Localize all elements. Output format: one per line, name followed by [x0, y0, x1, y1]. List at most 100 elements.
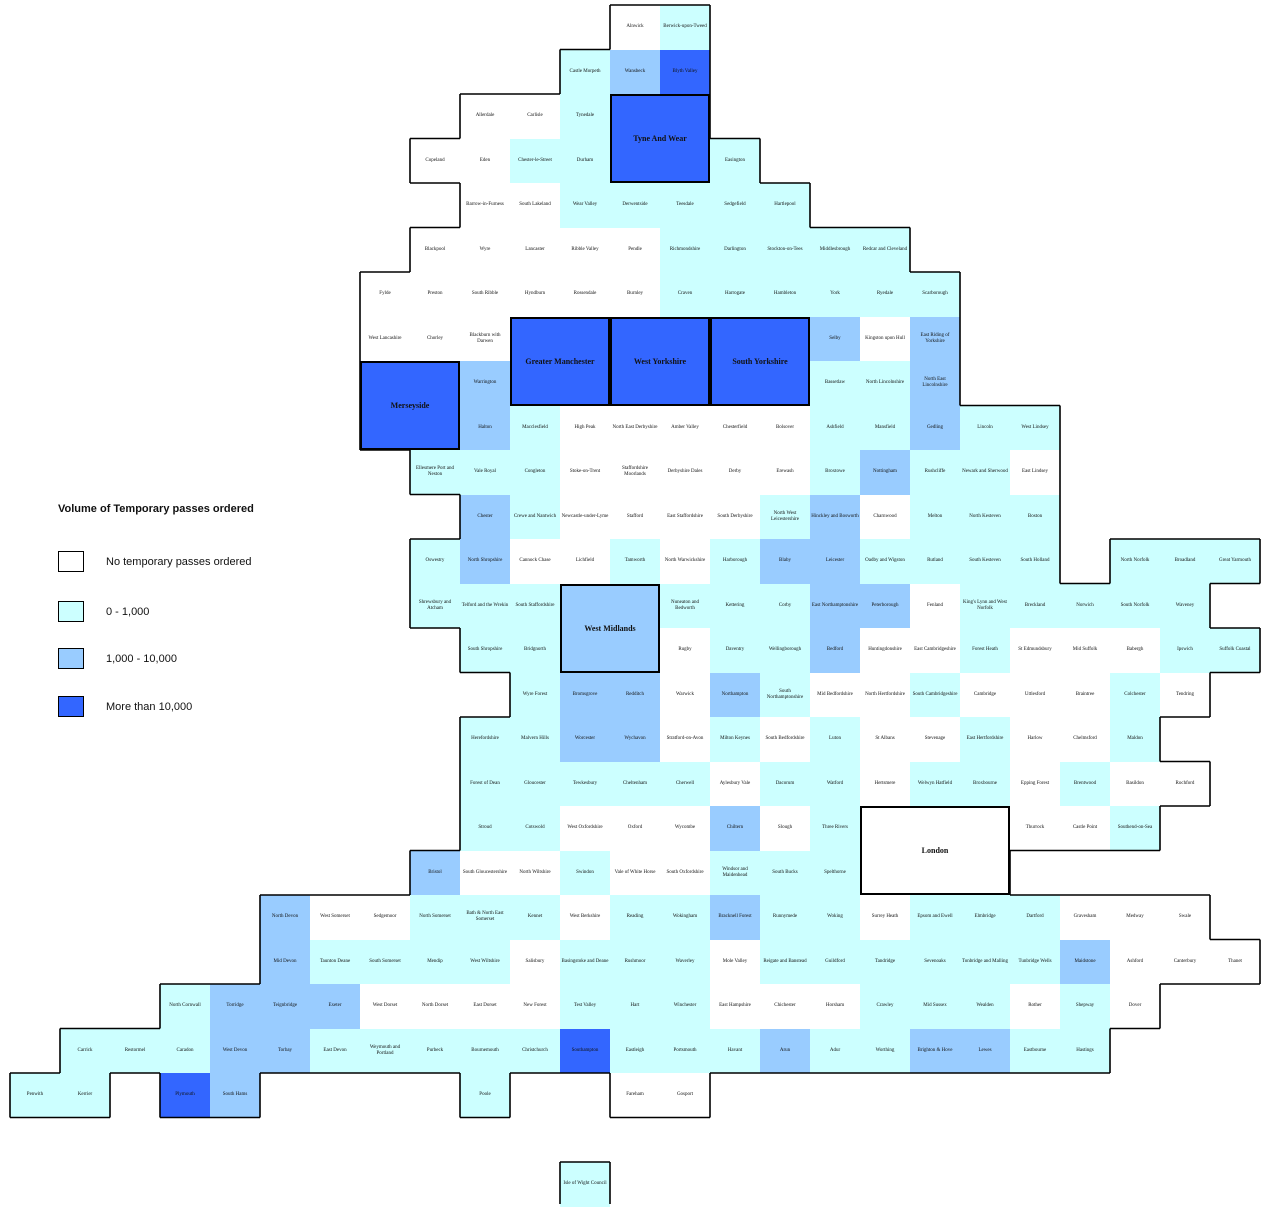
district-cell: Elmbridge	[960, 895, 1010, 940]
district-cell: East Northamptonshire	[810, 583, 860, 628]
district-cell: Brighton & Hove	[910, 1028, 960, 1073]
district-cell: East Cambridgeshire	[910, 628, 960, 673]
district-cell: Gedling	[910, 405, 960, 450]
district-cell: Horsham	[810, 984, 860, 1029]
district-cell: Salisbury	[510, 939, 560, 984]
district-cell: Bath & North East Somerset	[460, 895, 510, 940]
district-cell: Lancaster	[510, 227, 560, 272]
district-cell: Stevenage	[910, 717, 960, 762]
district-cell: South Lakeland	[510, 183, 560, 228]
district-cell: Berwick-upon-Tweed	[660, 5, 710, 50]
district-cell: Harlow	[1010, 717, 1060, 762]
district-cell: Waveney	[1160, 583, 1210, 628]
district-cell: Waverley	[660, 939, 710, 984]
district-cell: Blaby	[760, 539, 810, 584]
district-cell: Suffolk Coastal	[1210, 628, 1260, 673]
legend-item-high: More than 10,000	[58, 696, 192, 717]
district-cell: Lewes	[960, 1028, 1010, 1073]
district-cell: Burnley	[610, 272, 660, 317]
district-cell: Watford	[810, 761, 860, 806]
district-cell: East Lindsey	[1010, 450, 1060, 495]
district-cell: Tonbridge and Malling	[960, 939, 1010, 984]
district-cell: Medway	[1110, 895, 1160, 940]
district-cell: Plymouth	[160, 1073, 210, 1118]
region-south-yorkshire: South Yorkshire	[710, 316, 810, 406]
district-cell: Bridgnorth	[510, 628, 560, 673]
district-cell: West Wiltshire	[460, 939, 510, 984]
district-cell: South Bucks	[760, 850, 810, 895]
district-cell: South Ribble	[460, 272, 510, 317]
district-cell: North Norfolk	[1110, 539, 1160, 584]
district-cell: Spelthorne	[810, 850, 860, 895]
district-cell: Mole Valley	[710, 939, 760, 984]
district-cell: Harrogate	[710, 272, 760, 317]
district-cell: Mid Suffolk	[1060, 628, 1110, 673]
district-cell: Portsmouth	[660, 1028, 710, 1073]
district-cell: Newark and Sherwood	[960, 450, 1010, 495]
district-cell: North East Lincolnshire	[910, 361, 960, 406]
district-cell: East Dorset	[460, 984, 510, 1029]
legend: Volume of Temporary passes ordered No te…	[58, 503, 254, 717]
district-cell: Halton	[460, 405, 510, 450]
district-cell: Ashfield	[810, 405, 860, 450]
district-cell: Shepway	[1060, 984, 1110, 1029]
legend-swatch	[58, 648, 84, 669]
district-cell: Slough	[760, 806, 810, 851]
district-cell: Wansbeck	[610, 49, 660, 94]
district-cell: Brentwood	[1060, 761, 1110, 806]
district-cell: Tamworth	[610, 539, 660, 584]
district-cell: Lichfield	[560, 539, 610, 584]
region-merseyside: Merseyside	[360, 361, 460, 450]
district-cell: Northampton	[710, 672, 760, 717]
district-cell: Bristol	[410, 850, 460, 895]
district-cell: North West Leicestershire	[760, 494, 810, 539]
district-cell: East Riding of Yorkshire	[910, 316, 960, 361]
district-cell: Swale	[1160, 895, 1210, 940]
district-cell: Welwyn Hatfield	[910, 761, 960, 806]
district-cell: Eastleigh	[610, 1028, 660, 1073]
region-label: West Midlands	[584, 623, 636, 633]
district-cell: Maidstone	[1060, 939, 1110, 984]
district-cell: Carlisle	[510, 94, 560, 139]
district-cell: Windsor and Maidenhead	[710, 850, 760, 895]
district-cell: South Oxfordshire	[660, 850, 710, 895]
region-label: Greater Manchester	[525, 356, 595, 366]
district-cell: Harborough	[710, 539, 760, 584]
district-cell: High Peak	[560, 405, 610, 450]
district-cell: East Hertfordshire	[960, 717, 1010, 762]
district-cell: Ribble Valley	[560, 227, 610, 272]
district-cell: North Warwickshire	[660, 539, 710, 584]
district-cell: Basingstoke and Deane	[560, 939, 610, 984]
district-cell: Huntingdonshire	[860, 628, 910, 673]
district-cell: Breckland	[1010, 583, 1060, 628]
district-cell: Carrick	[60, 1028, 110, 1073]
district-cell: Bracknell Forest	[710, 895, 760, 940]
district-cell: Sedgefield	[710, 183, 760, 228]
district-cell: East Devon	[310, 1028, 360, 1073]
district-cell: Nuneaton and Bedworth	[660, 583, 710, 628]
district-cell: Ellesmere Port and Neston	[410, 450, 460, 495]
region-london: London	[860, 806, 1010, 895]
district-cell: North Cornwall	[160, 984, 210, 1029]
district-cell: Mansfield	[860, 405, 910, 450]
district-cell: Blyth Valley	[660, 49, 710, 94]
district-cell: Cheltenham	[610, 761, 660, 806]
district-cell: South Norfolk	[1110, 583, 1160, 628]
district-cell: West Lancashire	[360, 316, 410, 361]
district-cell: Thurrock	[1010, 806, 1060, 851]
district-cell: Melton	[910, 494, 960, 539]
district-cell: Selby	[810, 316, 860, 361]
district-cell: Poole	[460, 1073, 510, 1118]
district-cell: Torbay	[260, 1028, 310, 1073]
district-cell: Redditch	[610, 672, 660, 717]
district-cell: Macclesfield	[510, 405, 560, 450]
district-cell: Herefordshire	[460, 717, 510, 762]
district-cell: North Dorset	[410, 984, 460, 1029]
district-cell: Hartlepool	[760, 183, 810, 228]
district-cell: Havant	[710, 1028, 760, 1073]
district-cell: Hart	[610, 984, 660, 1029]
district-cell: North East Derbyshire	[610, 405, 660, 450]
district-cell: West Devon	[210, 1028, 260, 1073]
district-cell: Fylde	[360, 272, 410, 317]
district-cell: Chichester	[760, 984, 810, 1029]
